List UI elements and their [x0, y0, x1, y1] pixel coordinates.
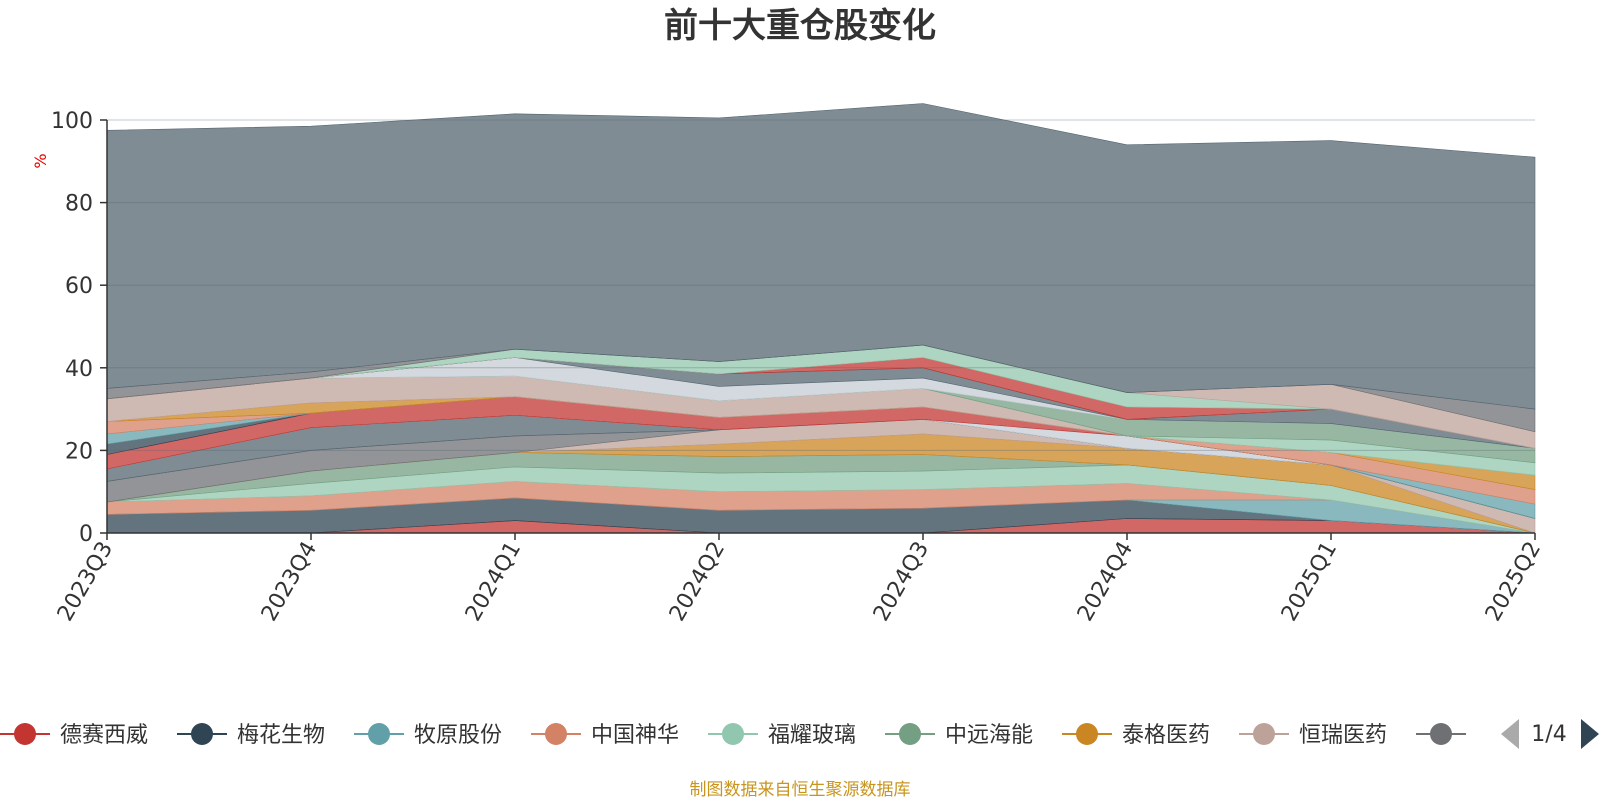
x-tick-label: 2025Q2: [1481, 538, 1546, 626]
legend-marker-icon: [368, 723, 390, 745]
legend-marker-icon: [191, 723, 213, 745]
x-tick-label: 2024Q1: [461, 538, 526, 626]
area-series-group: [106, 103, 1536, 534]
y-tick-label: 100: [51, 109, 93, 134]
legend-item[interactable]: 中远海能: [885, 723, 1033, 748]
legend-label: 德赛西威: [60, 723, 148, 748]
x-tick-label: 2025Q1: [1277, 538, 1342, 626]
legend-label: 梅花生物: [237, 723, 325, 748]
legend-page-indicator: 1/4: [1531, 722, 1566, 747]
legend-item[interactable]: 福耀玻璃: [708, 723, 856, 748]
legend-item[interactable]: [1416, 723, 1466, 745]
legend-label: 泰格医药: [1122, 723, 1210, 748]
x-tick-label: 2023Q3: [53, 538, 118, 626]
y-tick-label: 60: [65, 274, 93, 299]
legend-marker-icon: [1430, 723, 1452, 745]
legend-prev-icon[interactable]: [1501, 719, 1519, 749]
legend-marker-icon: [1076, 723, 1098, 745]
x-tick-label: 2023Q4: [257, 538, 322, 626]
legend-item[interactable]: 恒瑞医药: [1239, 723, 1387, 748]
legend-next-icon[interactable]: [1581, 719, 1599, 749]
area-series-26: [106, 103, 1536, 410]
legend-marker-icon: [545, 723, 567, 745]
legend-item[interactable]: 中国神华: [531, 723, 679, 748]
legend-item[interactable]: 牧原股份: [354, 723, 502, 748]
legend-label: 牧原股份: [414, 723, 502, 748]
y-axis-unit: %: [31, 153, 50, 168]
chart-title: 前十大重仓股变化: [664, 6, 936, 46]
legend-item[interactable]: 梅花生物: [177, 723, 325, 748]
legend-item[interactable]: 德赛西威: [0, 723, 148, 748]
legend-marker-icon: [722, 723, 744, 745]
legend-pager[interactable]: 1/4: [1501, 719, 1599, 749]
y-tick-label: 80: [65, 192, 93, 217]
y-tick-label: 0: [79, 522, 93, 547]
x-tick-label: 2024Q2: [665, 538, 730, 626]
source-note: 制图数据来自恒生聚源数据库: [690, 780, 911, 800]
legend[interactable]: 德赛西威 梅花生物 牧原股份 中国神华 福耀玻璃 中远海能 泰格医药 恒瑞医药: [0, 723, 1466, 748]
legend-label: 恒瑞医药: [1299, 723, 1387, 748]
legend-label: 中远海能: [945, 723, 1033, 748]
legend-item[interactable]: 泰格医药: [1062, 723, 1210, 748]
grid-lines: [107, 119, 1535, 451]
x-tick-label: 2024Q3: [869, 538, 934, 626]
legend-label: 福耀玻璃: [768, 723, 856, 748]
legend-marker-icon: [899, 723, 921, 745]
legend-label: 中国神华: [591, 723, 679, 748]
y-tick-label: 20: [65, 439, 93, 464]
legend-marker-icon: [1253, 723, 1275, 745]
x-tick-label: 2024Q4: [1073, 538, 1138, 626]
y-tick-label: 40: [65, 357, 93, 382]
legend-marker-icon: [14, 723, 36, 745]
